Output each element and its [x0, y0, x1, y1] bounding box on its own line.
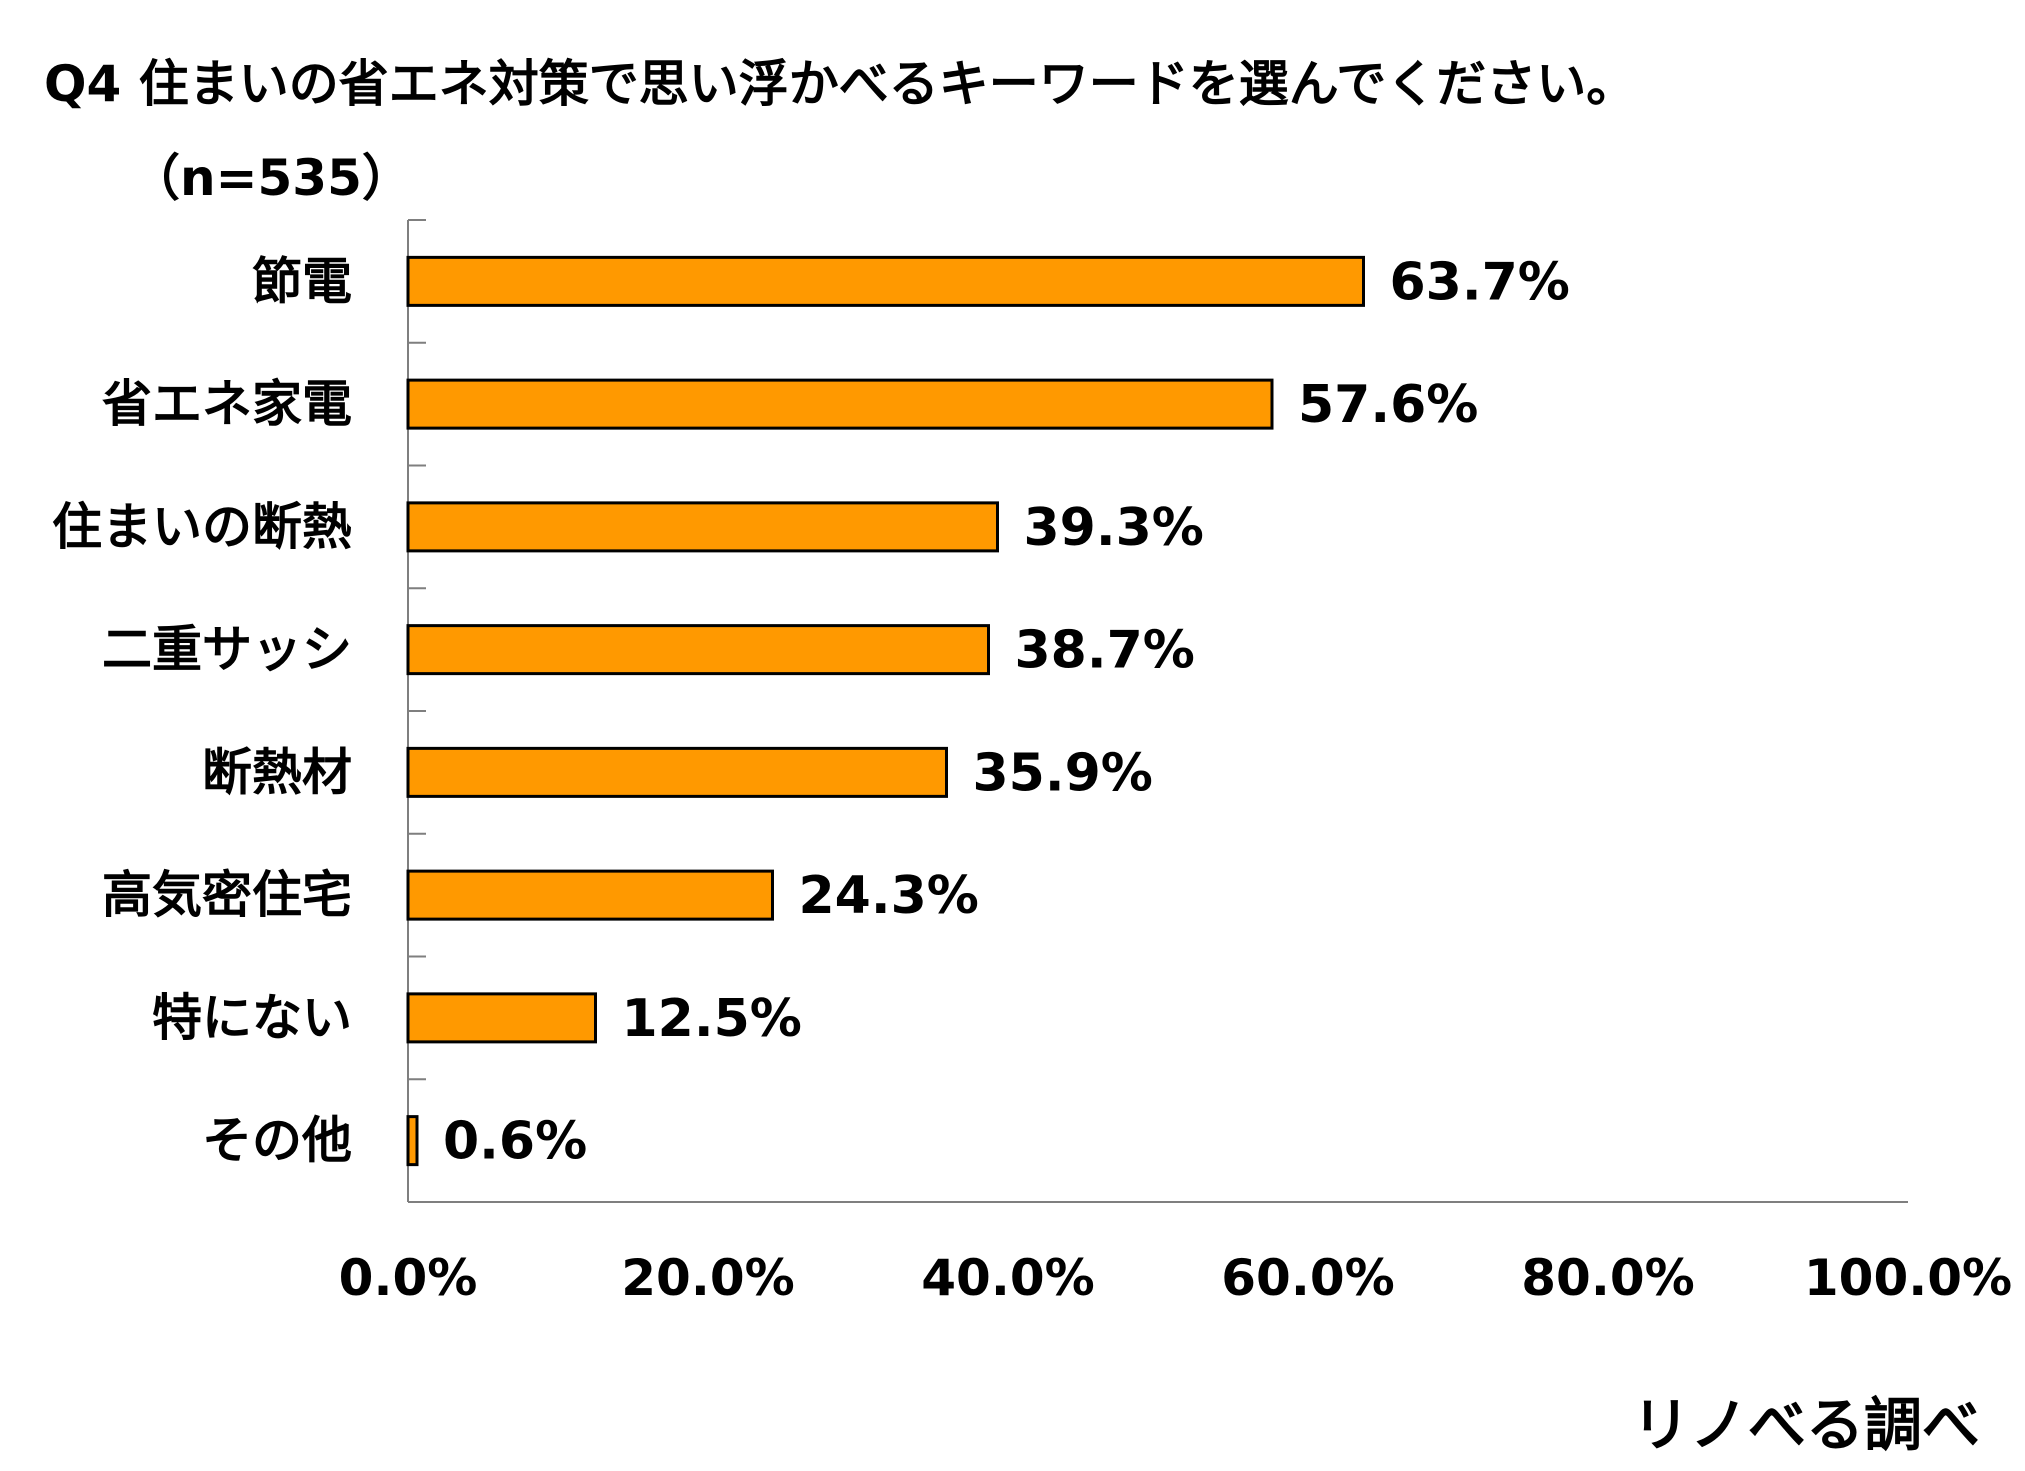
x-tick-label: 80.0% — [1521, 1249, 1694, 1307]
value-label: 24.3% — [799, 866, 979, 926]
x-tick-label: 100.0% — [1804, 1249, 2012, 1307]
x-tick-label: 20.0% — [621, 1249, 794, 1307]
bar — [406, 1115, 419, 1167]
bar — [406, 869, 774, 921]
chart-title: Q4 住まいの省エネ対策で思い浮かべるキーワードを選んでください。 — [44, 55, 1637, 113]
value-label: 35.9% — [973, 743, 1153, 803]
x-tick-label: 0.0% — [339, 1249, 478, 1307]
category-label: 特にない — [152, 989, 352, 1047]
value-label: 57.6% — [1298, 375, 1478, 435]
category-label: 二重サッシ — [102, 621, 352, 679]
value-label: 12.5% — [622, 989, 802, 1049]
source-note: リノべる調べ — [1631, 1391, 1980, 1459]
category-label: 住まいの断熱 — [52, 498, 352, 556]
category-label: その他 — [202, 1112, 352, 1170]
category-label: 高気密住宅 — [102, 866, 352, 924]
bar — [406, 501, 999, 553]
bar — [406, 255, 1365, 307]
value-label: 0.6% — [443, 1112, 587, 1172]
chart-subtitle: （n=535） — [130, 149, 412, 207]
value-label: 38.7% — [1015, 621, 1195, 681]
value-label: 63.7% — [1390, 252, 1570, 312]
bar — [406, 624, 990, 676]
bar — [406, 378, 1274, 430]
category-label: 節電 — [252, 252, 352, 310]
value-label: 39.3% — [1024, 498, 1204, 558]
x-tick-label: 60.0% — [1221, 1249, 1394, 1307]
category-label: 断熱材 — [202, 743, 352, 801]
category-label: 省エネ家電 — [102, 375, 352, 433]
bar — [406, 746, 948, 798]
bar — [406, 992, 597, 1044]
x-tick-label: 40.0% — [921, 1249, 1094, 1307]
